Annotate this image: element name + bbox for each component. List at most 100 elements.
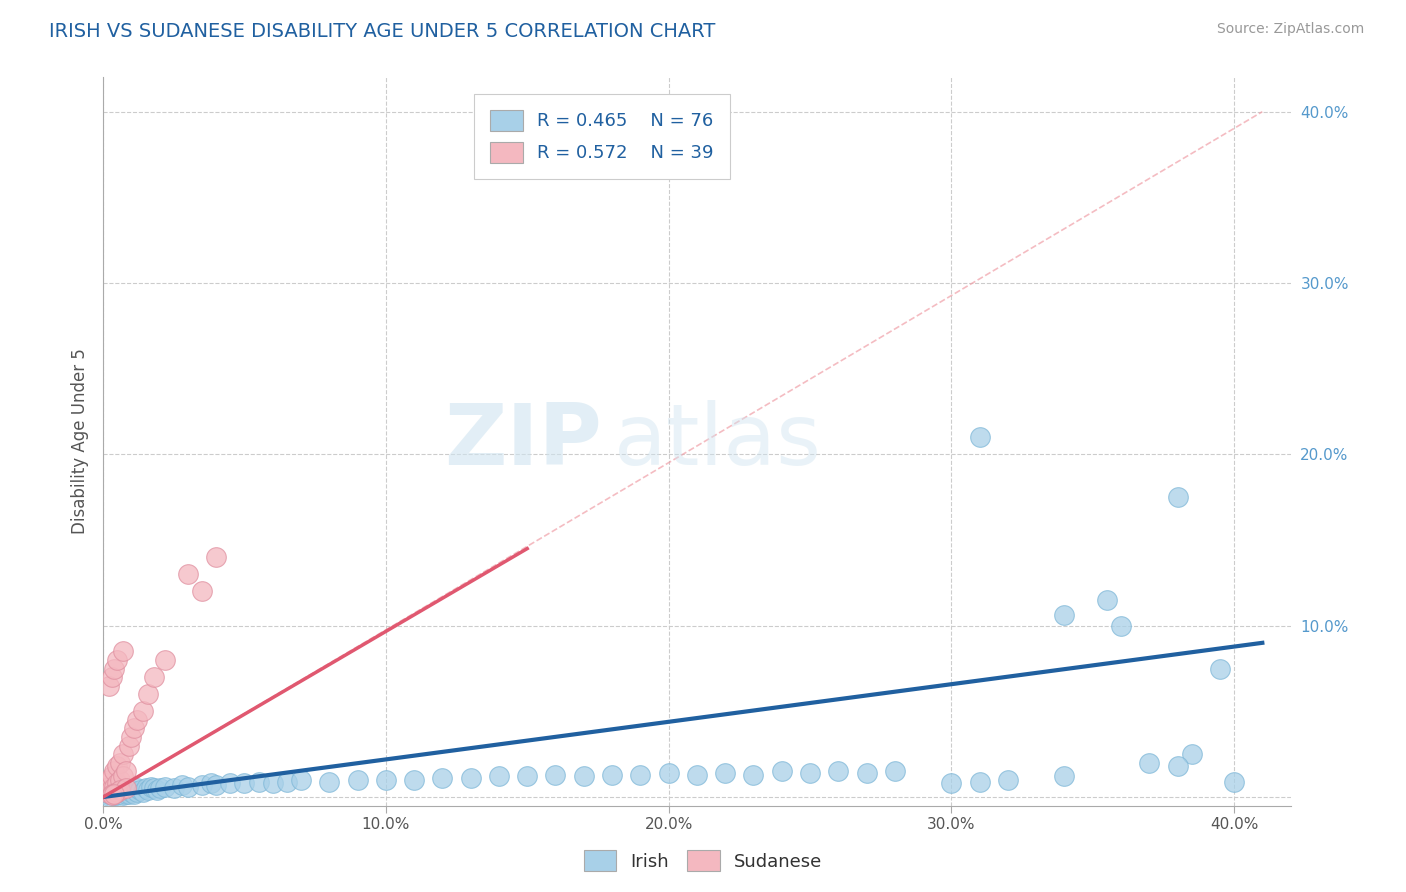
Legend: Irish, Sudanese: Irish, Sudanese <box>576 843 830 879</box>
Point <box>177 567 200 582</box>
Point <box>111 783 134 797</box>
Point <box>100 769 122 783</box>
Point <box>105 789 128 803</box>
Point <box>318 774 340 789</box>
Y-axis label: Disability Age Under 5: Disability Age Under 5 <box>72 349 89 534</box>
Point <box>103 661 125 675</box>
Point <box>544 768 567 782</box>
Point <box>103 789 125 803</box>
Point <box>111 747 134 762</box>
Point <box>143 781 166 796</box>
Point <box>1053 769 1076 783</box>
Point <box>1166 759 1188 773</box>
Point <box>141 780 163 794</box>
Point <box>100 787 122 801</box>
Point <box>658 766 681 780</box>
Point <box>100 789 122 803</box>
Point <box>100 781 122 796</box>
Point <box>1137 756 1160 770</box>
Point <box>97 772 120 787</box>
Point <box>177 780 200 794</box>
Point <box>117 739 139 753</box>
Point <box>883 764 905 779</box>
Point <box>132 704 155 718</box>
Point <box>516 769 538 783</box>
Point <box>191 584 214 599</box>
Point <box>1223 774 1246 789</box>
Point <box>114 785 136 799</box>
Point <box>97 780 120 794</box>
Point <box>572 769 595 783</box>
Point <box>111 644 134 658</box>
Point <box>138 783 160 797</box>
Point <box>1166 490 1188 504</box>
Point <box>191 778 214 792</box>
Point <box>172 778 194 792</box>
Point <box>122 722 145 736</box>
Point <box>117 787 139 801</box>
Point <box>105 776 128 790</box>
Text: IRISH VS SUDANESE DISABILITY AGE UNDER 5 CORRELATION CHART: IRISH VS SUDANESE DISABILITY AGE UNDER 5… <box>49 22 716 41</box>
Point <box>94 781 117 796</box>
Point <box>969 430 991 444</box>
Point <box>600 768 623 782</box>
Point <box>114 764 136 779</box>
Point <box>686 768 709 782</box>
Point <box>125 781 148 796</box>
Point <box>742 768 765 782</box>
Point <box>770 764 793 779</box>
Point <box>100 789 122 803</box>
Text: Source: ZipAtlas.com: Source: ZipAtlas.com <box>1216 22 1364 37</box>
Point <box>969 774 991 789</box>
Point <box>114 787 136 801</box>
Point <box>799 766 821 780</box>
Point <box>105 785 128 799</box>
Point <box>276 774 298 789</box>
Point <box>163 781 186 796</box>
Point <box>488 769 510 783</box>
Point <box>628 768 651 782</box>
Point <box>94 785 117 799</box>
Point <box>128 783 150 797</box>
Point <box>714 766 737 780</box>
Point <box>97 787 120 801</box>
Text: atlas: atlas <box>614 400 821 483</box>
Point <box>155 653 177 667</box>
Point <box>108 785 131 799</box>
Point <box>135 781 157 796</box>
Point <box>125 785 148 799</box>
Text: ZIP: ZIP <box>444 400 602 483</box>
Point <box>105 759 128 773</box>
Point <box>138 687 160 701</box>
Point <box>100 670 122 684</box>
Point <box>125 713 148 727</box>
Point <box>290 772 312 787</box>
Point <box>1109 618 1132 632</box>
Point <box>1053 608 1076 623</box>
Point <box>149 781 172 796</box>
Point <box>155 780 177 794</box>
Point <box>432 771 454 785</box>
Point <box>105 785 128 799</box>
Point <box>94 776 117 790</box>
Point <box>1095 593 1118 607</box>
Legend: R = 0.465    N = 76, R = 0.572    N = 39: R = 0.465 N = 76, R = 0.572 N = 39 <box>474 94 730 178</box>
Point <box>100 785 122 799</box>
Point <box>997 772 1019 787</box>
Point <box>103 787 125 801</box>
Point <box>374 772 396 787</box>
Point <box>404 772 426 787</box>
Point <box>120 785 142 799</box>
Point <box>247 774 270 789</box>
Point <box>233 776 256 790</box>
Point <box>108 756 131 770</box>
Point <box>1181 747 1204 762</box>
Point <box>146 783 169 797</box>
Point <box>108 772 131 787</box>
Point <box>120 783 142 797</box>
Point <box>855 766 877 780</box>
Point <box>200 776 222 790</box>
Point <box>97 679 120 693</box>
Point <box>111 789 134 803</box>
Point <box>111 769 134 783</box>
